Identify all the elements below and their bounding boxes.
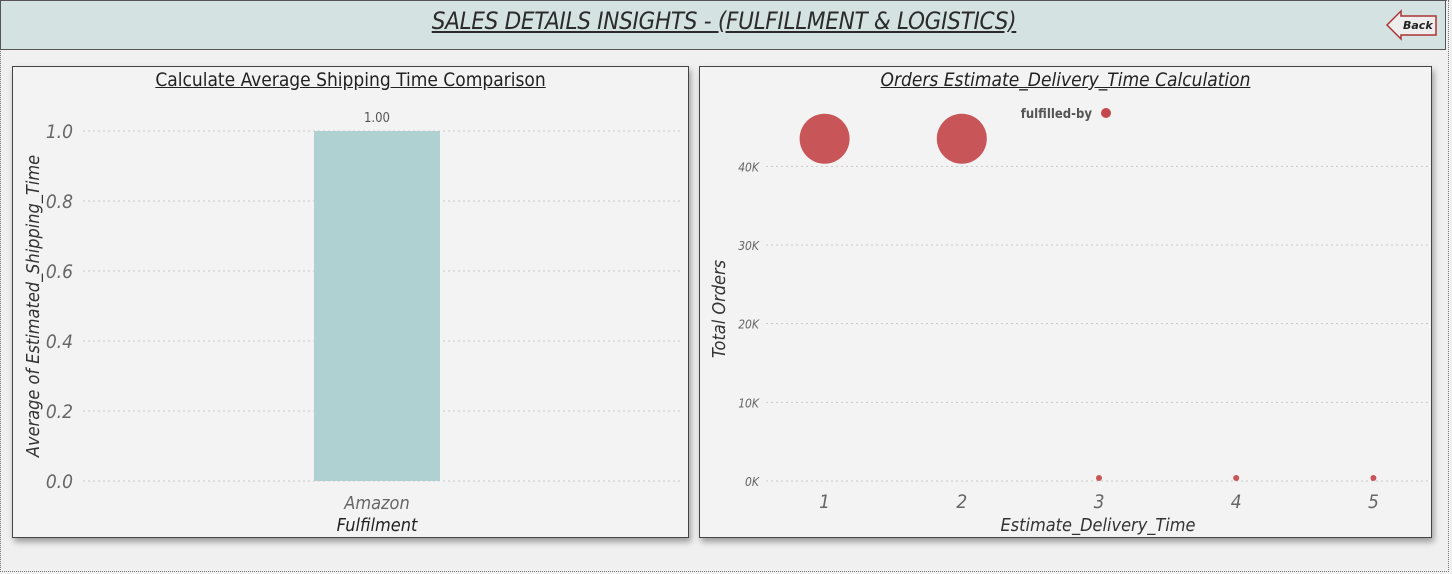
- bar: [314, 131, 440, 481]
- x-tick-label: 1: [819, 491, 830, 513]
- y-tick-label: 0.0: [46, 471, 73, 493]
- back-button[interactable]: Back: [1385, 9, 1439, 41]
- y-tick-label: 1.0: [46, 121, 73, 143]
- x-tick-label: 4: [1231, 491, 1242, 513]
- y-tick-label: 10K: [738, 396, 760, 410]
- x-tick-label: 2: [956, 491, 967, 513]
- scatter-chart: 0K 10K 20K 30K 40K 1 2 3 4 5 Estimate_Delivery_Tim…: [709, 107, 1428, 536]
- y-axis-label: Total Orders: [709, 259, 730, 358]
- y-tick-label: 0.8: [46, 191, 73, 213]
- avg-shipping-time-panel: Calculate Average Shipping Time Comparis…: [12, 66, 689, 538]
- header-bar: SALES DETAILS INSIGHTS - (FULFILLMENT & …: [0, 0, 1446, 50]
- y-tick-label: 30K: [738, 239, 760, 253]
- y-axis-label: Average of Estimated_Shipping_Time: [23, 155, 44, 458]
- back-arrow-icon: [1385, 9, 1437, 41]
- x-tick-label: Fulfilment: [337, 515, 418, 536]
- data-label: 1.00: [364, 111, 390, 126]
- x-tick-label: 5: [1368, 491, 1379, 513]
- data-point: [936, 113, 987, 164]
- data-point: [1370, 475, 1377, 481]
- x-tick-label: Amazon: [343, 493, 409, 514]
- y-tick-label: 0.2: [46, 401, 73, 423]
- data-point: [1233, 475, 1240, 481]
- legend-title: fulfilled-by: [1021, 107, 1093, 122]
- y-tick-label: 0.4: [46, 331, 73, 353]
- y-tick-label: 0K: [745, 475, 760, 489]
- legend-marker: [1101, 108, 1111, 118]
- delivery-time-panel: Orders Estimate_Delivery_Time Calculatio…: [699, 66, 1432, 538]
- y-tick-label: 40K: [738, 160, 760, 174]
- left-chart-title: Calculate Average Shipping Time Comparis…: [155, 69, 546, 91]
- y-tick-label: 20K: [738, 318, 760, 332]
- x-axis-label: Estimate_Delivery_Time: [1000, 515, 1195, 536]
- data-point: [799, 113, 850, 164]
- right-chart-title: Orders Estimate_Delivery_Time Calculatio…: [880, 69, 1251, 91]
- back-button-label: Back: [1403, 19, 1433, 32]
- page-title: SALES DETAILS INSIGHTS - (FULFILLMENT & …: [431, 7, 1017, 35]
- data-point: [1096, 475, 1102, 481]
- y-tick-label: 0.6: [46, 261, 73, 283]
- x-tick-label: 3: [1094, 491, 1105, 513]
